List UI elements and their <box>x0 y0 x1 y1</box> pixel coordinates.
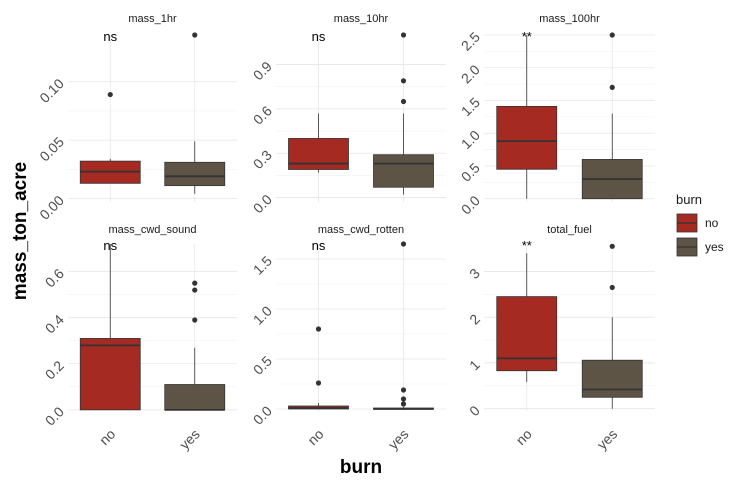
box-body <box>496 296 558 372</box>
y-tick-label: 1.0 <box>250 302 275 327</box>
outlier-point <box>400 387 407 393</box>
outlier-point <box>400 396 407 402</box>
panel-strip-label: mass_cwd_sound <box>108 224 196 236</box>
y-tick-label: 0.2 <box>42 357 67 382</box>
y-tick-label: 0.10 <box>36 75 67 106</box>
box-no <box>496 35 558 199</box>
significance-label: ns <box>103 29 117 44</box>
box-no <box>288 326 349 410</box>
outlier-point <box>609 243 615 249</box>
box-no <box>496 253 558 383</box>
significance-label: ns <box>312 29 326 44</box>
outlier-point <box>609 84 615 90</box>
y-tick-label: 2.5 <box>458 28 483 53</box>
box-body <box>164 384 226 411</box>
box-body <box>373 154 434 188</box>
panels-layer: 0.000.050.10mass_1hrns0.00.30.60.9mass_1… <box>36 13 655 453</box>
legend-entry-no: no <box>676 213 719 233</box>
panel-total_fuel: 0 1 2 3 total_fuel ** no yes <box>466 224 655 453</box>
y-tick-label: 0 <box>466 402 483 419</box>
outlier-point <box>400 98 407 105</box>
x-tick-label: yes <box>385 426 412 453</box>
legend-entry-yes: yes <box>676 237 724 257</box>
box-no <box>79 244 141 411</box>
box-body <box>79 338 141 411</box>
y-axis-title: mass_ton_acre <box>10 162 31 300</box>
outlier-point <box>400 32 407 38</box>
y-tick-label: 0.0 <box>250 191 275 216</box>
panel-strip-label: mass_100hr <box>539 13 600 25</box>
x-tick-label: no <box>513 426 535 448</box>
panel-strip-label: mass_1hr <box>128 13 177 25</box>
box-yes <box>581 243 643 409</box>
y-tick-label: 1.5 <box>250 252 275 277</box>
significance-label: ns <box>312 238 326 253</box>
box-body <box>581 359 643 398</box>
y-tick-label: 2 <box>466 311 483 328</box>
box-body <box>164 161 226 187</box>
x-tick-label: yes <box>594 426 621 453</box>
x-axis-title: burn <box>340 457 382 478</box>
y-tick-label: 0.5 <box>458 159 483 184</box>
box-yes <box>164 280 226 411</box>
y-tick-label: 1 <box>466 356 483 373</box>
outlier-point <box>315 380 322 386</box>
legend: burn no yes <box>676 192 724 257</box>
x-tick-label: yes <box>176 426 203 453</box>
outlier-point <box>400 78 407 84</box>
y-tick-label: 2.0 <box>458 61 483 86</box>
box-body <box>288 138 349 170</box>
box-no <box>288 113 349 173</box>
box-yes <box>373 32 434 195</box>
outlier-point <box>107 91 113 98</box>
y-tick-label: 3 <box>466 265 483 282</box>
panel-strip-label: mass_10hr <box>334 13 389 25</box>
y-tick-label: 0.4 <box>42 311 67 336</box>
legend-label: yes <box>705 240 724 254</box>
box-yes <box>581 32 643 200</box>
y-tick-label: 0.9 <box>250 58 275 83</box>
box-no <box>79 91 141 184</box>
panel-strip-label: total_fuel <box>547 224 592 236</box>
outlier-point <box>609 284 615 291</box>
legend-label: no <box>705 216 719 230</box>
outlier-point <box>192 32 198 38</box>
box-yes <box>373 241 434 410</box>
y-tick-label: 0.00 <box>36 192 67 223</box>
y-tick-label: 0.05 <box>36 134 67 165</box>
y-tick-label: 0.0 <box>250 402 275 427</box>
y-tick-label: 0.6 <box>42 265 67 290</box>
y-tick-label: 0.5 <box>250 352 275 377</box>
outlier-point <box>192 287 198 293</box>
outlier-point <box>192 317 198 323</box>
outlier-point <box>192 280 198 286</box>
panel-strip-label: mass_cwd_rotten <box>318 224 404 236</box>
significance-label: ** <box>522 238 532 253</box>
x-tick-label: no <box>304 426 326 448</box>
y-tick-label: 0.0 <box>42 403 67 428</box>
outlier-point <box>609 32 615 38</box>
legend-entries: no yes <box>676 213 724 257</box>
y-tick-label: 1.0 <box>458 127 483 152</box>
x-tick-label: no <box>96 426 118 448</box>
y-tick-label: 1.5 <box>458 94 483 119</box>
y-tick-label: 0.6 <box>250 102 275 127</box>
outlier-point <box>400 241 407 247</box>
y-tick-label: 0.0 <box>458 192 483 217</box>
outlier-point <box>315 326 322 332</box>
legend-title: burn <box>676 192 702 207</box>
box-body <box>496 105 558 170</box>
outlier-point <box>400 401 407 407</box>
box-yes <box>164 32 226 194</box>
y-tick-label: 0.3 <box>250 147 275 172</box>
